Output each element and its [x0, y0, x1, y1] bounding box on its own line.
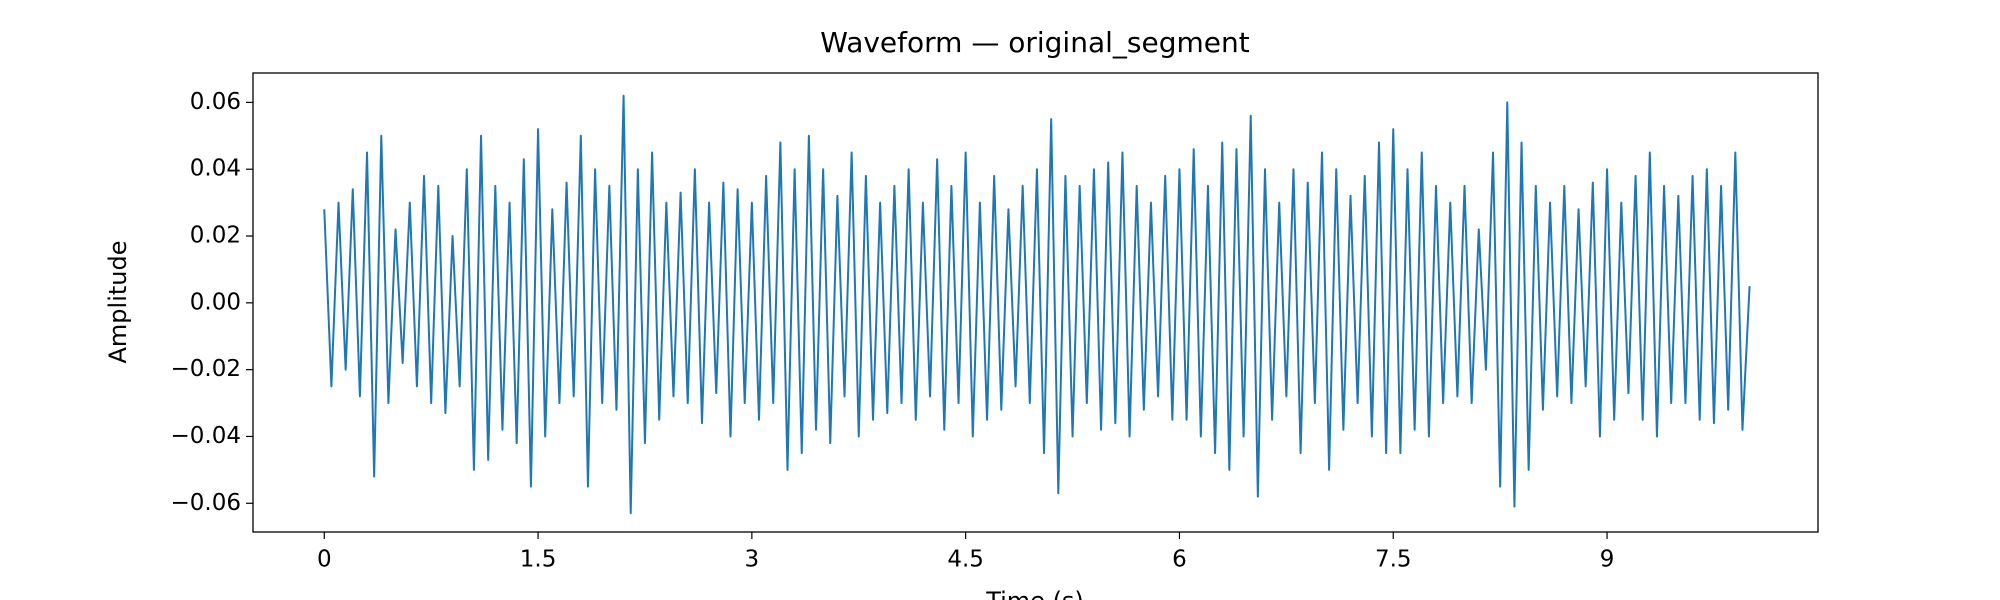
y-tick-label: 0.06 — [190, 89, 241, 115]
y-tick-label: 0.02 — [190, 223, 241, 249]
x-tick-label: 7.5 — [1375, 547, 1412, 573]
y-tick-label: −0.06 — [171, 490, 241, 516]
waveform-line — [323, 94, 1751, 515]
chart-title: Waveform — original_segment — [820, 26, 1249, 59]
y-tick-label: 0.00 — [190, 289, 241, 315]
plot-frame — [252, 72, 1819, 533]
x-tick-label: 6 — [1172, 547, 1187, 573]
x-tick-label: 4.5 — [947, 547, 984, 573]
x-axis-label: Time (s) — [985, 587, 1084, 600]
y-tick-label: 0.04 — [190, 156, 241, 182]
x-tick-label: 3 — [745, 547, 760, 573]
y-tick-label: −0.04 — [171, 423, 241, 449]
x-tick-label: 0 — [317, 547, 332, 573]
y-axis-label: Amplitude — [104, 241, 132, 364]
x-tick-label: 9 — [1600, 547, 1615, 573]
x-tick-label: 1.5 — [520, 547, 557, 573]
y-tick-label: −0.02 — [171, 356, 241, 382]
